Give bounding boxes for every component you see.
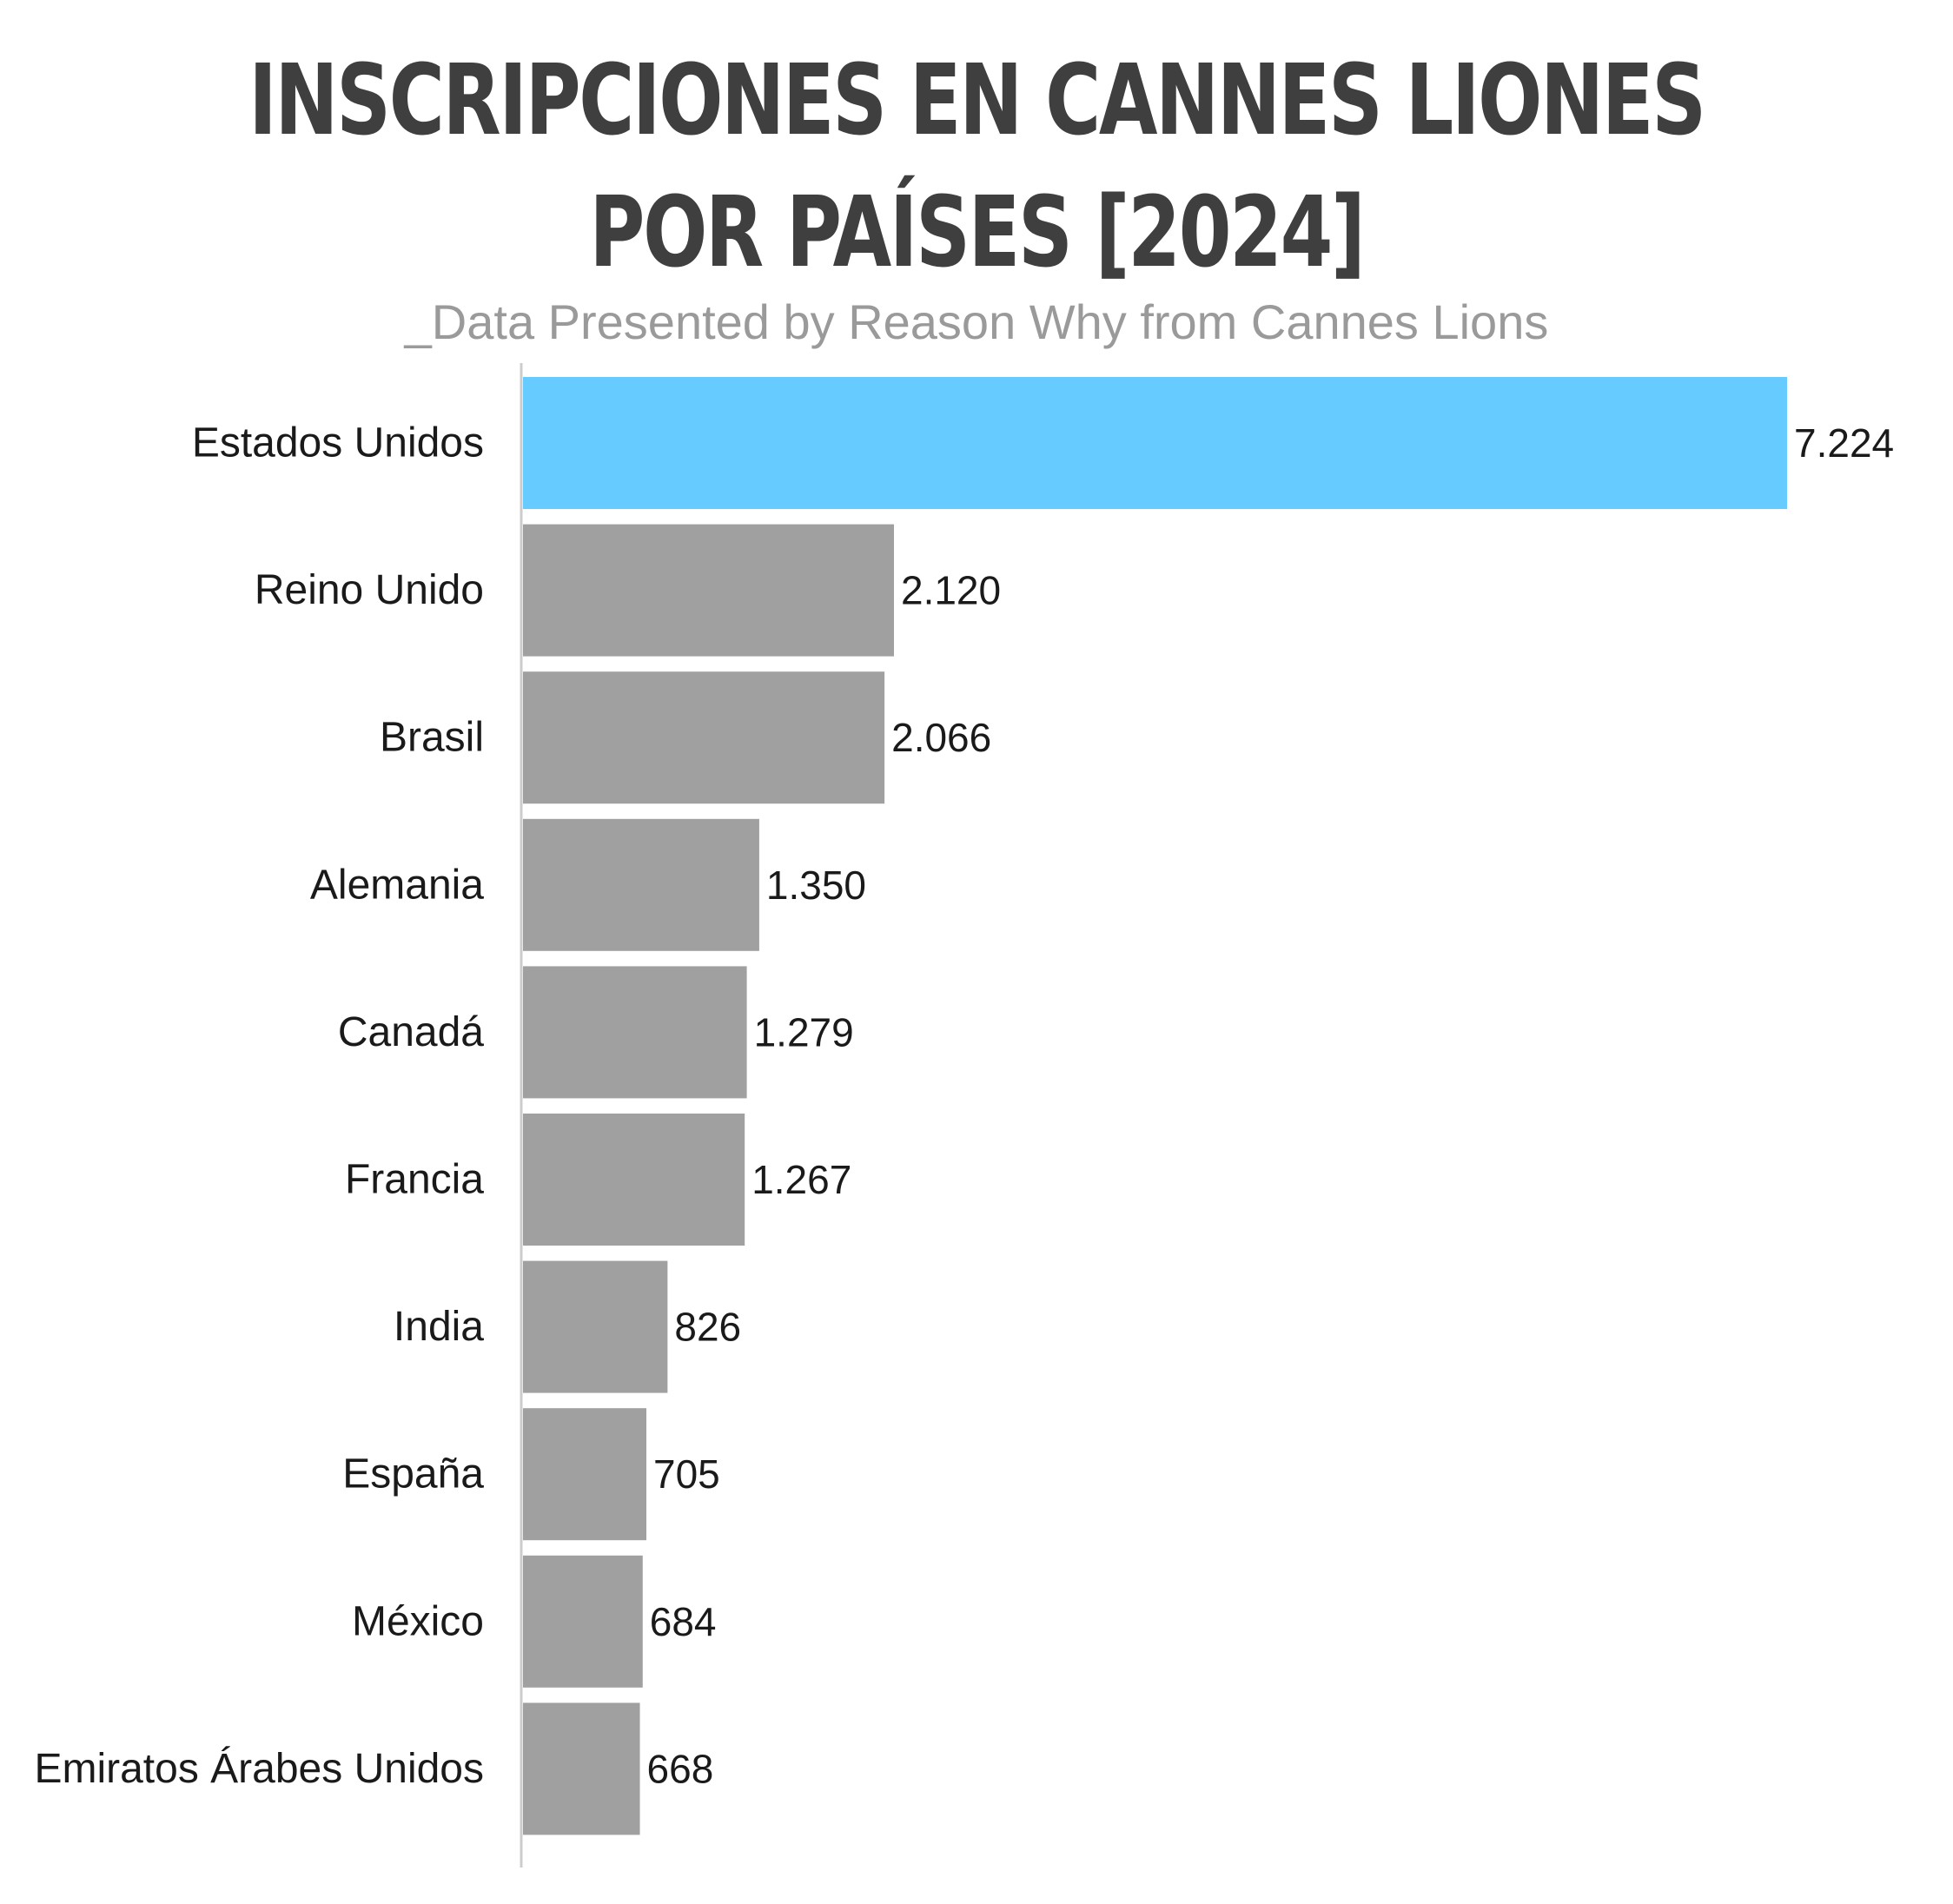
bar-3 [523,818,759,951]
chart-subtitle: _Data Presented by Reason Why from Canne… [404,294,1549,349]
category-label: España [342,1451,484,1497]
bar-2 [523,671,885,804]
category-label: Emiratos Árabes Unidos [34,1746,484,1792]
bar-5 [523,1114,745,1246]
value-label: 1.279 [754,1009,854,1054]
category-label: Reino Unido [255,567,484,613]
value-label: 7.224 [1794,420,1894,466]
category-label: Francia [345,1157,484,1203]
value-label: 705 [653,1451,720,1497]
bars-group: Estados Unidos 7.224 Reino Unido 2.120 Brasi… [34,377,1894,1835]
bar-8 [523,1555,643,1688]
bar-6 [523,1260,668,1393]
category-label: India [394,1304,484,1350]
value-label: 1.350 [766,863,866,908]
bar-1 [523,524,894,657]
value-label: 826 [674,1305,741,1350]
category-label: Estados Unidos [192,420,484,466]
value-label: 1.267 [751,1157,851,1202]
bar-4 [523,966,747,1099]
bar-0 [523,377,1787,509]
bar-7 [523,1408,646,1541]
category-label: México [352,1598,484,1644]
value-label: 668 [647,1746,714,1791]
category-label: Canadá [338,1009,484,1055]
value-label: 2.066 [891,715,991,760]
chart-title: INSCRIPCIONES EN CANNES LIONES POR PAÍSE… [248,44,1706,289]
category-label: Brasil [380,715,484,761]
bar-9 [523,1702,640,1835]
value-label: 684 [650,1599,717,1644]
value-label: 2.120 [901,568,1001,613]
category-label: Alemania [310,862,484,908]
